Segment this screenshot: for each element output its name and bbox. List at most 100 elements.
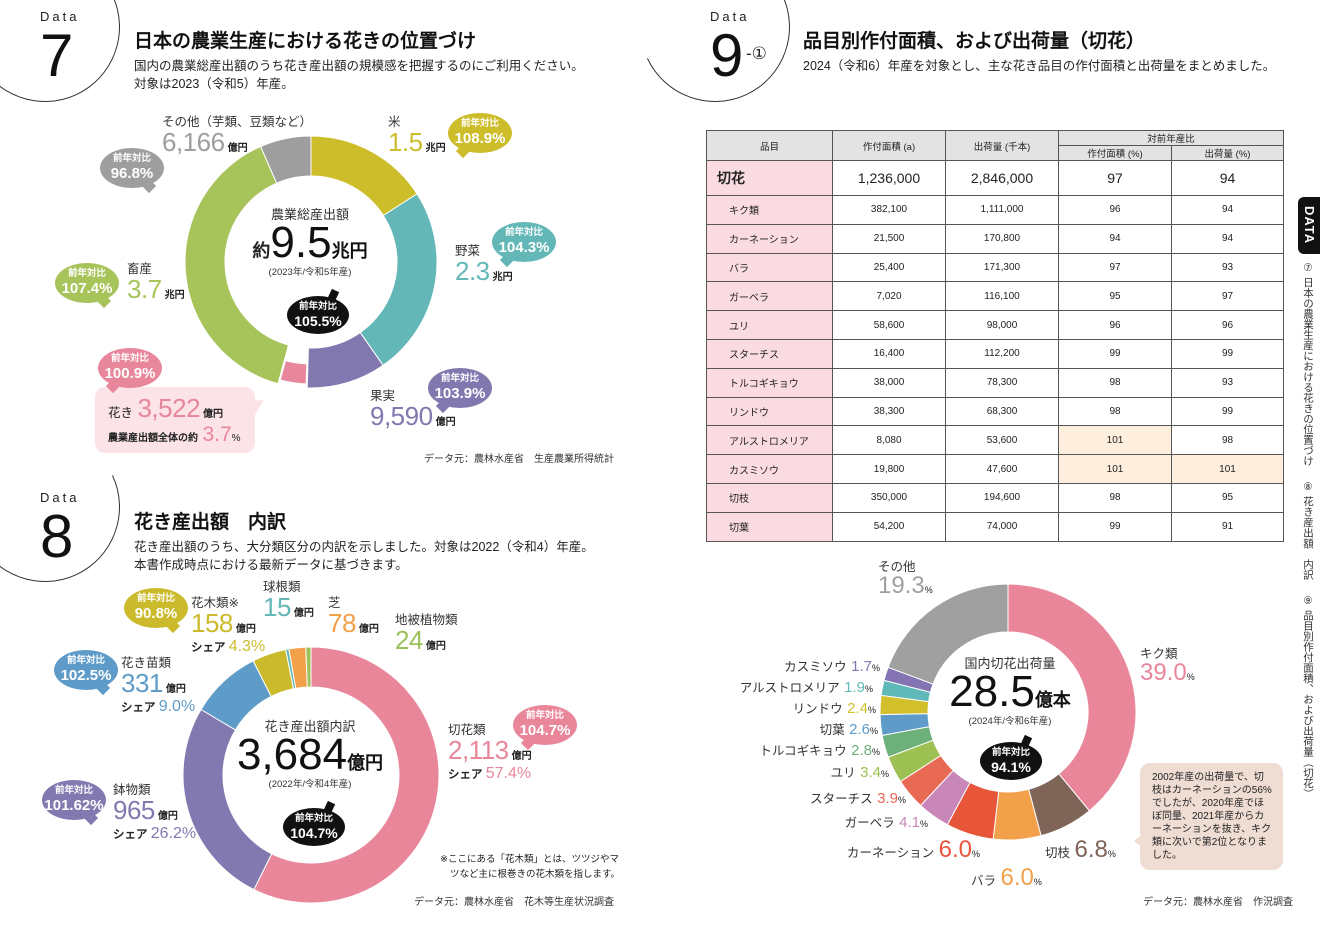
chart7-label-flowers: 花き 3,522 億円	[108, 395, 223, 421]
cell-area: 21,500	[832, 223, 946, 254]
header-shipment: 出荷量 (千本)	[945, 130, 1059, 161]
chart8-center-unit: 億円	[347, 753, 384, 773]
chart8-label-groundcover: 地被植物類 24 億円	[395, 614, 458, 653]
cell-shipment: 53,600	[945, 425, 1059, 456]
cell-ratio-shipment: 96	[1171, 310, 1284, 340]
chart7-label-vegetables: 野菜 2.3 兆円	[455, 245, 513, 284]
cell-area: 350,000	[832, 482, 946, 513]
yoy-value: 94.1%	[991, 758, 1031, 775]
section8-desc-2: 本書作成時点における最新データに基づきます。	[134, 558, 408, 572]
cell-shipment: 194,600	[945, 482, 1059, 513]
pct-sign: %	[867, 705, 876, 715]
cell-area: 38,000	[832, 367, 946, 398]
chart9-center: 国内切花出荷量 28.5億本 (2024年/令和6年産)	[940, 657, 1080, 727]
chart7-yoy-bubble-fruit: 前年対比 103.9%	[428, 368, 492, 408]
cell-area: 38,300	[832, 396, 946, 427]
chart7-label-fruit: 果実 9,590 億円	[370, 390, 456, 429]
label-name: 米	[388, 115, 401, 129]
chart8-source: データ元：農林水産省 花木等生産状況調査	[414, 897, 614, 908]
chart8-yoy-bubble-seedlings: 前年対比 102.5%	[54, 650, 118, 690]
label-value: 965	[113, 794, 155, 825]
yoy-value: 105.5%	[294, 312, 342, 329]
table-row: キク類 382,100 1,111,000 96 94	[706, 195, 1284, 225]
cell-ratio-area: 94	[1058, 223, 1172, 254]
label-unit: 億円	[358, 623, 379, 635]
cell-item: バラ	[706, 252, 833, 283]
share-label: シェア	[191, 641, 226, 654]
label-value: 6,166	[162, 126, 225, 157]
cell-shipment: 171,300	[945, 252, 1059, 283]
label-value: 2.4	[847, 700, 868, 717]
pct-sign: %	[231, 433, 241, 444]
label-value: 1.9	[844, 679, 865, 696]
label-value: 6.8	[1074, 836, 1108, 863]
cell-ratio-shipment: 94	[1171, 160, 1284, 196]
header-ratio-shipment: 出荷量 (%)	[1171, 145, 1284, 161]
side-index-item-9[interactable]: ⑨ 品目別作付面積、および出荷量（切花）	[1302, 594, 1314, 799]
label-name: キク類	[1140, 647, 1178, 661]
chart8-segment	[305, 646, 312, 688]
cell-area: 1,236,000	[832, 160, 946, 196]
cell-shipment: 74,000	[945, 511, 1059, 542]
cell-area: 16,400	[832, 338, 946, 369]
label-value: 3.7	[127, 273, 162, 304]
chart7-center-year: (2023年/令和5年産)	[268, 267, 352, 278]
pct-sign: %	[924, 584, 933, 595]
label-name: 切花類	[448, 723, 486, 737]
yoy-value: 104.3%	[498, 238, 550, 256]
label-value: 4.1	[899, 814, 920, 831]
table-row: スターチス 16,400 112,200 99 99	[706, 338, 1284, 369]
data-label-7: Data	[40, 9, 80, 24]
chart7-center-label: 農業総産出額	[270, 207, 349, 222]
label-value: 3.4	[860, 764, 881, 781]
table-body: 切花 1,236,000 2,846,000 97 94 キク類 382,100 1,111…	[706, 160, 1284, 542]
chart8-center-year: (2022年/令和4年産)	[268, 779, 352, 790]
chart9-segment	[887, 583, 1009, 685]
side-tab-data[interactable]: DATA	[1298, 197, 1320, 254]
chart9-source: データ元：農林水産省 作況調査	[1143, 897, 1293, 908]
label-unit: 億円	[157, 810, 178, 822]
label-value: 331	[121, 667, 163, 698]
share-label: シェア	[121, 701, 156, 714]
cell-ratio-shipment: 94	[1171, 195, 1284, 225]
label-name: アルストロメリア	[739, 681, 840, 695]
cell-ratio-area: 96	[1058, 310, 1172, 340]
yoy-label: 前年対比	[440, 373, 479, 384]
side-index-item-8[interactable]: ⑧ 花き産出額 内訳	[1302, 480, 1314, 580]
label-name: カーネーション	[846, 846, 935, 860]
label-unit: 兆円	[164, 289, 185, 301]
chart7-segment	[184, 145, 290, 385]
chart8-label-potted: 鉢物類 965 億円 シェア 26.2%	[113, 784, 196, 842]
cell-shipment: 116,100	[945, 281, 1059, 312]
chart9-label: トルコギキョウ 2.8%	[759, 743, 880, 759]
label-name: その他	[878, 560, 916, 574]
chart7-yoy-bubble-flowers: 前年対比 100.9%	[98, 348, 162, 388]
label-value: 2.6	[849, 721, 870, 738]
chart9-label: その他 19.3%	[878, 561, 933, 598]
cell-shipment: 2,846,000	[945, 160, 1059, 196]
pct-sign: %	[1033, 877, 1042, 887]
label-value: 3.9	[877, 790, 898, 807]
chart9-center-year: (2024年/令和6年産)	[968, 716, 1052, 727]
label-unit: 億円	[203, 409, 224, 420]
section8-desc-1: 花き産出額のうち、大分類区分の内訳を示しました。対象は2022（令和4）年産。	[134, 540, 594, 554]
chart9-label: カーネーション 6.0%	[847, 838, 980, 862]
yoy-label: 前年対比	[136, 593, 175, 604]
chart8-yoy-bubble-potted: 前年対比 101.62%	[42, 780, 106, 820]
pct-sign: %	[1107, 849, 1116, 859]
cell-ratio-shipment: 94	[1171, 223, 1284, 254]
chart7-center-value: 9.5	[270, 218, 332, 267]
label-name: 地被植物類	[395, 613, 458, 627]
table-row: ガーベラ 7,020 116,100 95 97	[706, 281, 1284, 312]
chart7-yoy-bubble-vegetables: 前年対比 104.3%	[492, 222, 556, 262]
side-index-item-7[interactable]: ⑦ 日本の農業生産における花きの位置づけ	[1302, 262, 1314, 466]
cell-area: 7,020	[832, 281, 946, 312]
cell-shipment: 47,600	[945, 454, 1059, 484]
cell-item: 切花	[706, 160, 833, 196]
cell-ratio-area: 99	[1058, 338, 1172, 369]
share-value: 3.7	[202, 423, 232, 446]
cell-item: スターチス	[706, 338, 833, 369]
yoy-label: 前年対比	[54, 785, 93, 796]
cell-ratio-shipment: 91	[1171, 511, 1284, 542]
